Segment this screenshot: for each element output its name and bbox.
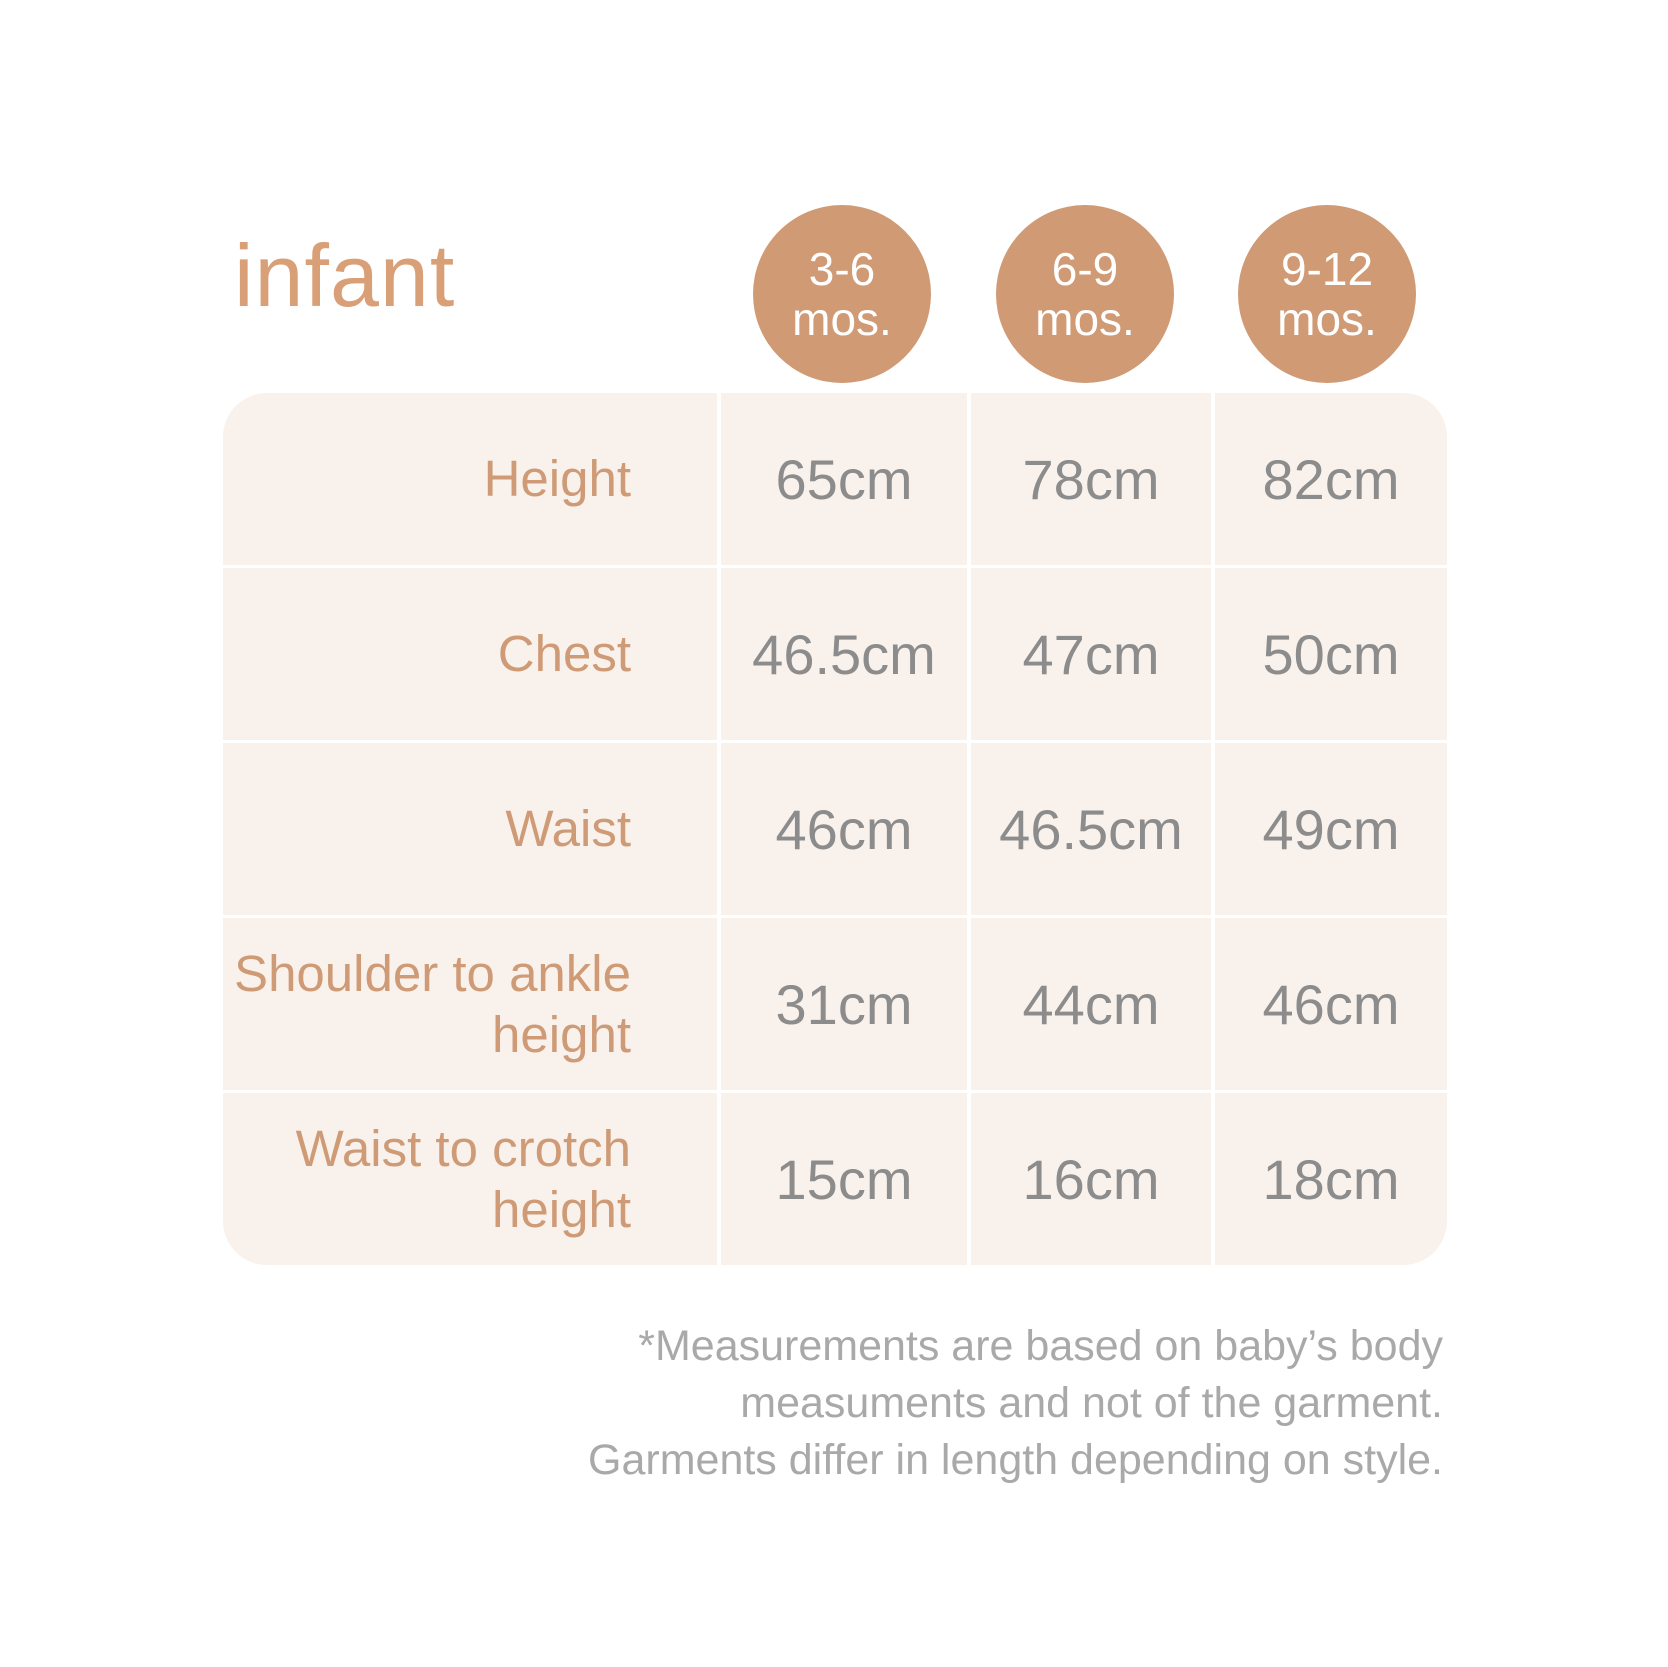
value-waist-crotch-6-9: 16cm	[971, 1093, 1211, 1265]
measurement-disclaimer: *Measurements are based on baby’s body m…	[588, 1318, 1443, 1489]
measurements-table: Height 65cm 78cm 82cm Chest 46.5cm 47cm …	[223, 393, 1447, 1265]
value-waist-crotch-9-12: 18cm	[1215, 1093, 1447, 1265]
row-label-shoulder-to-ankle-height: Shoulder to ankle height	[223, 918, 717, 1090]
disclaimer-line-3: Garments differ in length depending on s…	[588, 1436, 1443, 1484]
disclaimer-line-1: *Measurements are based on baby’s body	[638, 1322, 1443, 1370]
row-label-waist-to-crotch-height: Waist to crotch height	[223, 1093, 717, 1265]
value-shoulder-ankle-3-6: 31cm	[721, 918, 967, 1090]
row-label-chest: Chest	[223, 568, 717, 740]
value-waist-6-9: 46.5cm	[971, 743, 1211, 915]
size-badge-age-range: 9-12	[1280, 243, 1374, 295]
page-title: infant	[234, 226, 456, 325]
disclaimer-line-2: measuments and not of the garment.	[740, 1379, 1443, 1427]
row-label-height: Height	[223, 393, 717, 565]
row-label-waist: Waist	[223, 743, 717, 915]
size-badge-unit: mos.	[792, 293, 892, 345]
size-badge-3-6-mos: 3-6 mos.	[753, 205, 931, 383]
size-badge-unit: mos.	[1277, 293, 1377, 345]
value-waist-crotch-3-6: 15cm	[721, 1093, 967, 1265]
value-height-9-12: 82cm	[1215, 393, 1447, 565]
size-badge-age-range: 3-6	[808, 243, 876, 295]
value-chest-6-9: 47cm	[971, 568, 1211, 740]
size-badge-9-12-mos: 9-12 mos.	[1238, 205, 1416, 383]
value-waist-3-6: 46cm	[721, 743, 967, 915]
size-badge-6-9-mos: 6-9 mos.	[996, 205, 1174, 383]
value-height-3-6: 65cm	[721, 393, 967, 565]
value-height-6-9: 78cm	[971, 393, 1211, 565]
value-chest-3-6: 46.5cm	[721, 568, 967, 740]
value-shoulder-ankle-6-9: 44cm	[971, 918, 1211, 1090]
value-shoulder-ankle-9-12: 46cm	[1215, 918, 1447, 1090]
size-badge-unit: mos.	[1035, 293, 1135, 345]
value-chest-9-12: 50cm	[1215, 568, 1447, 740]
value-waist-9-12: 49cm	[1215, 743, 1447, 915]
size-badge-age-range: 6-9	[1051, 243, 1119, 295]
